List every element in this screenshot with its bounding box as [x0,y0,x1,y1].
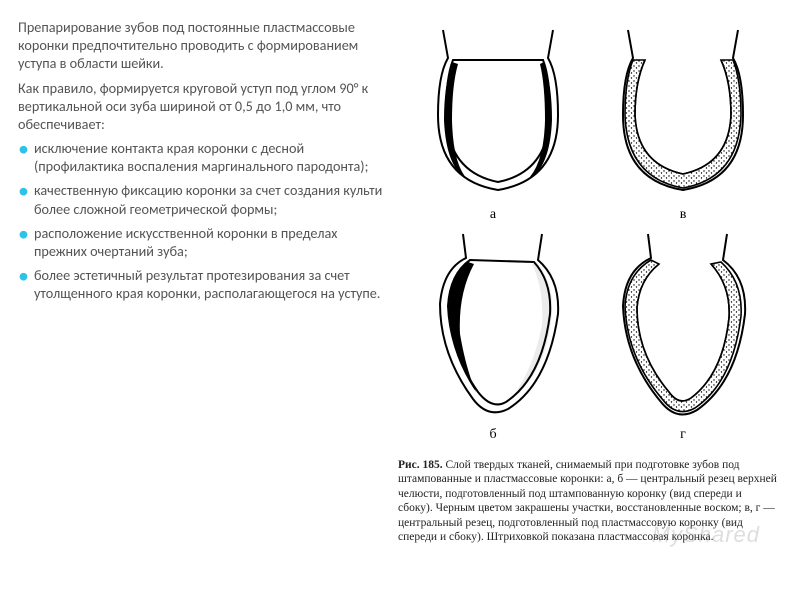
list-item: качественную фиксацию коронки за счет со… [18,181,388,217]
figure-185: а в б г Рис. 185. Слой [398,22,778,544]
caption-number: Рис. 185. [398,459,443,471]
caption-text: Слой твердых тканей, снимаемый при подго… [398,459,777,543]
tooth-a [438,30,558,190]
list-item: исключение контакта края коронки с десно… [18,139,388,175]
label-b: б [489,427,496,442]
list-item: более эстетичный результат протезировани… [18,266,388,302]
tooth-g [623,234,745,415]
tooth-b [440,234,558,412]
list-item: расположение искусственной коронки в пре… [18,224,388,260]
label-v: в [680,207,687,222]
figure-caption: Рис. 185. Слой твердых тканей, снимаемый… [398,458,778,544]
label-g: г [680,427,686,442]
paragraph-1: Препарирование зубов под постоянные плас… [18,18,388,73]
label-a: а [490,207,497,222]
bullet-list: исключение контакта края коронки с десно… [18,139,388,302]
tooth-v [623,30,743,190]
paragraph-2: Как правило, формируется круговой уступ … [18,79,388,134]
